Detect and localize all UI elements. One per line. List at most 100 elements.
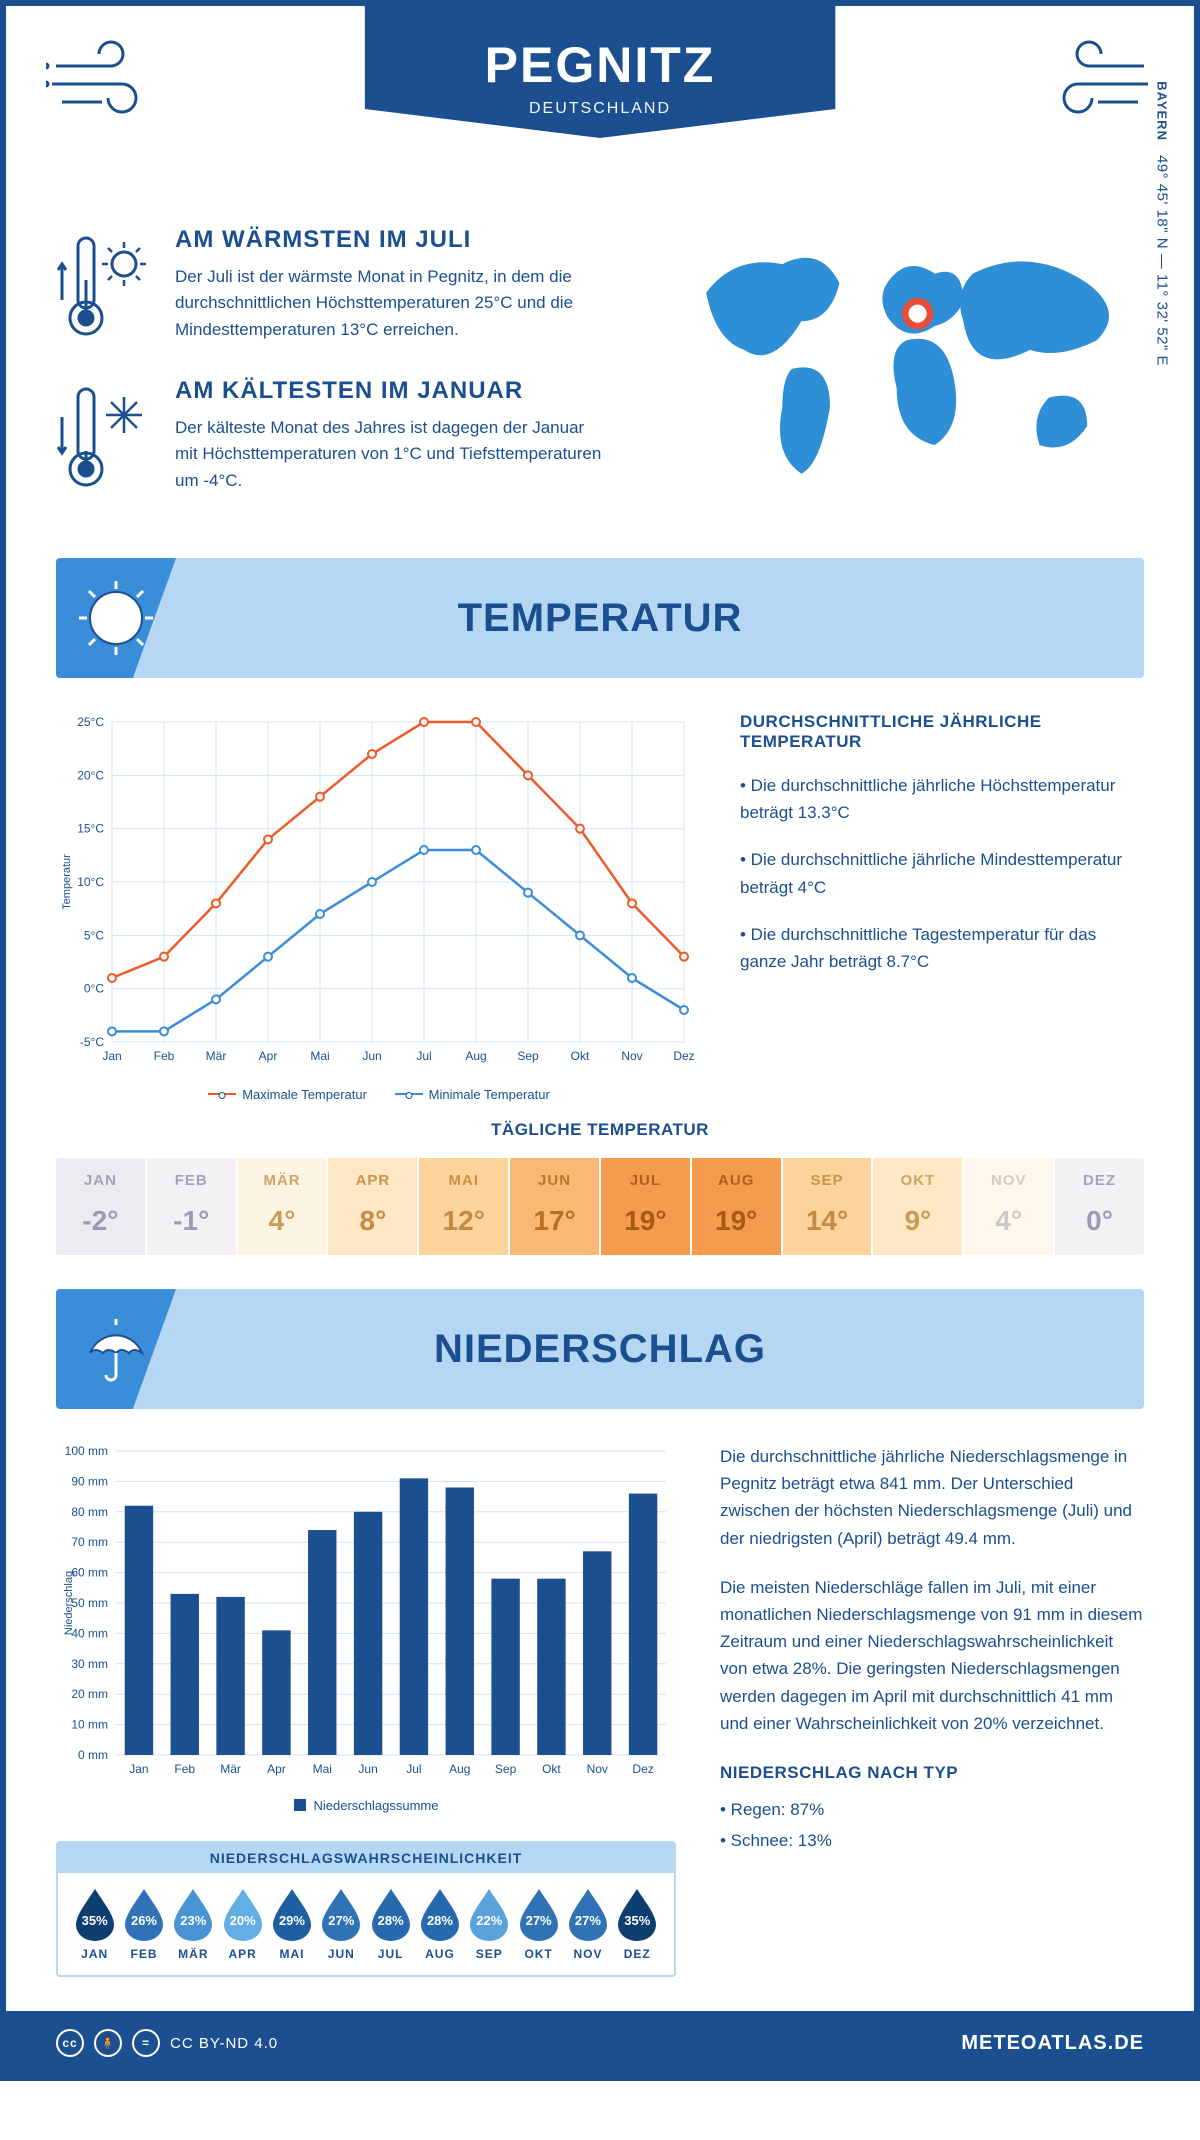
svg-text:Feb: Feb <box>174 1762 195 1776</box>
temperature-chart: -5°C0°C5°C10°C15°C20°C25°CJanFebMärAprMa… <box>56 712 696 1102</box>
svg-text:20 mm: 20 mm <box>71 1687 108 1701</box>
daily-temp-cell: APR8° <box>328 1158 419 1255</box>
svg-text:80 mm: 80 mm <box>71 1505 108 1519</box>
wind-icon <box>1034 36 1154 131</box>
svg-text:Apr: Apr <box>267 1762 286 1776</box>
precip-prob-drop: 27%JUN <box>317 1887 366 1961</box>
daily-temp-cell: NOV4° <box>964 1158 1055 1255</box>
cc-icon: cc <box>56 2029 84 2057</box>
svg-text:Aug: Aug <box>449 1762 470 1776</box>
umbrella-icon <box>56 1289 176 1409</box>
precip-prob-drop: 26%FEB <box>119 1887 168 1961</box>
chart-legend: Maximale Temperatur Minimale Temperatur <box>56 1087 696 1102</box>
site-name: METEOATLAS.DE <box>961 2032 1144 2055</box>
precip-prob-drop: 35%DEZ <box>613 1887 662 1961</box>
precip-prob-drop: 28%JUL <box>366 1887 415 1961</box>
precip-prob-drop: 28%AUG <box>415 1887 464 1961</box>
svg-text:20°C: 20°C <box>77 768 104 782</box>
svg-text:Jul: Jul <box>406 1762 421 1776</box>
svg-text:Jul: Jul <box>416 1049 431 1063</box>
svg-text:Mai: Mai <box>313 1762 332 1776</box>
section-header-precip: NIEDERSCHLAG <box>56 1289 1144 1409</box>
coords-label: BAYERN49° 45' 18" N — 11° 32' 52" E <box>1154 81 1171 366</box>
daily-temp-cell: JUL19° <box>601 1158 692 1255</box>
svg-text:50 mm: 50 mm <box>71 1596 108 1610</box>
daily-temp-cell: MÄR4° <box>238 1158 329 1255</box>
coldest-body: Der kälteste Monat des Jahres ist dagege… <box>175 415 605 494</box>
svg-text:Okt: Okt <box>571 1049 590 1063</box>
precip-text: Die durchschnittliche jährliche Niedersc… <box>720 1443 1144 1977</box>
daily-temp-cell: MAI12° <box>419 1158 510 1255</box>
svg-text:-5°C: -5°C <box>80 1035 104 1049</box>
precip-prob-drop: 35%JAN <box>70 1887 119 1961</box>
thermometer-cold-icon <box>56 377 151 494</box>
section-header-temperature: TEMPERATUR <box>56 558 1144 678</box>
city-name: PEGNITZ <box>485 36 716 94</box>
svg-text:15°C: 15°C <box>77 822 104 836</box>
daily-temp-cell: JAN-2° <box>56 1158 147 1255</box>
svg-text:90 mm: 90 mm <box>71 1474 108 1488</box>
svg-text:40 mm: 40 mm <box>71 1626 108 1640</box>
svg-text:100 mm: 100 mm <box>65 1444 108 1458</box>
svg-text:Jun: Jun <box>362 1049 381 1063</box>
daily-temp-cell: SEP14° <box>783 1158 874 1255</box>
svg-text:Sep: Sep <box>495 1762 517 1776</box>
svg-text:10 mm: 10 mm <box>71 1718 108 1732</box>
daily-temp-cell: AUG19° <box>692 1158 783 1255</box>
header: PEGNITZ DEUTSCHLAND <box>6 6 1194 216</box>
svg-text:Temperatur: Temperatur <box>61 854 73 910</box>
svg-text:Nov: Nov <box>587 1762 608 1776</box>
precip-bar-chart: 0 mm10 mm20 mm30 mm40 mm50 mm60 mm70 mm8… <box>56 1443 676 1813</box>
svg-text:Aug: Aug <box>465 1049 486 1063</box>
temperature-facts: DURCHSCHNITTLICHE JÄHRLICHE TEMPERATUR •… <box>740 712 1144 1102</box>
svg-text:Apr: Apr <box>259 1049 278 1063</box>
svg-text:Dez: Dez <box>673 1049 694 1063</box>
precip-probability-box: NIEDERSCHLAGSWAHRSCHEINLICHKEIT 35%JAN26… <box>56 1841 676 1977</box>
precip-prob-drop: 23%MÄR <box>169 1887 218 1961</box>
svg-text:Feb: Feb <box>154 1049 175 1063</box>
svg-text:Niederschlag: Niederschlag <box>63 1571 75 1635</box>
precip-prob-drop: 27%OKT <box>514 1887 563 1961</box>
svg-text:Nov: Nov <box>621 1049 642 1063</box>
country-name: DEUTSCHLAND <box>485 100 716 118</box>
daily-temp-cell: OKT9° <box>873 1158 964 1255</box>
svg-text:Mai: Mai <box>310 1049 329 1063</box>
svg-text:Jan: Jan <box>129 1762 148 1776</box>
svg-text:Dez: Dez <box>632 1762 653 1776</box>
nd-icon: = <box>132 2029 160 2057</box>
by-icon: 🧍 <box>94 2029 122 2057</box>
svg-text:5°C: 5°C <box>84 928 104 942</box>
coldest-title: AM KÄLTESTEN IM JANUAR <box>175 377 605 405</box>
climate-facts: AM WÄRMSTEN IM JULI Der Juli ist der wär… <box>56 226 628 528</box>
svg-text:Okt: Okt <box>542 1762 561 1776</box>
svg-text:Mär: Mär <box>220 1762 241 1776</box>
svg-text:25°C: 25°C <box>77 715 104 729</box>
precip-prob-drop: 22%SEP <box>465 1887 514 1961</box>
svg-text:30 mm: 30 mm <box>71 1657 108 1671</box>
section-title: TEMPERATUR <box>458 596 743 641</box>
thermometer-hot-icon <box>56 226 151 343</box>
svg-text:70 mm: 70 mm <box>71 1535 108 1549</box>
wind-icon <box>46 36 166 131</box>
daily-temp-cell: JUN17° <box>510 1158 601 1255</box>
footer: cc 🧍 = CC BY-ND 4.0 METEOATLAS.DE <box>6 2011 1194 2075</box>
precip-prob-drop: 20%APR <box>218 1887 267 1961</box>
daily-temperature-table: TÄGLICHE TEMPERATUR JAN-2°FEB-1°MÄR4°APR… <box>6 1112 1194 1289</box>
license: cc 🧍 = CC BY-ND 4.0 <box>56 2029 278 2057</box>
title-ribbon: PEGNITZ DEUTSCHLAND <box>365 6 836 138</box>
chart-legend: Niederschlagssumme <box>56 1798 676 1813</box>
section-title: NIEDERSCHLAG <box>434 1327 766 1372</box>
daily-temp-cell: FEB-1° <box>147 1158 238 1255</box>
svg-text:Jun: Jun <box>358 1762 377 1776</box>
svg-text:Mär: Mär <box>206 1049 227 1063</box>
warmest-title: AM WÄRMSTEN IM JULI <box>175 226 605 254</box>
svg-text:60 mm: 60 mm <box>71 1566 108 1580</box>
world-map: BAYERN49° 45' 18" N — 11° 32' 52" E <box>668 226 1144 506</box>
warmest-body: Der Juli ist der wärmste Monat in Pegnit… <box>175 264 605 343</box>
svg-text:10°C: 10°C <box>77 875 104 889</box>
svg-text:Sep: Sep <box>517 1049 539 1063</box>
svg-text:Jan: Jan <box>102 1049 121 1063</box>
precip-prob-drop: 29%MAI <box>267 1887 316 1961</box>
sun-icon <box>56 558 176 678</box>
precip-prob-drop: 27%NOV <box>563 1887 612 1961</box>
